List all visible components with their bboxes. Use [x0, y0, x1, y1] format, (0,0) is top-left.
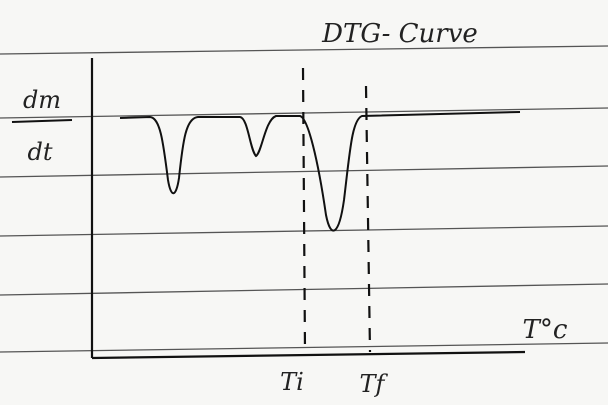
title: DTG- Curve: [321, 19, 478, 49]
ti-marker: [303, 68, 305, 352]
y-label-numerator: dm: [23, 86, 61, 114]
x-label: T°c: [523, 315, 568, 345]
fraction-bar: [12, 120, 72, 122]
tf-marker: [366, 86, 370, 352]
marker-label: Ti: [280, 368, 304, 396]
y-label-denominator: dt: [27, 138, 52, 166]
temperature-markers: [303, 68, 370, 352]
marker-label: Tf: [360, 370, 389, 398]
paper-line: [0, 46, 608, 54]
axes: [92, 58, 525, 358]
diagram: DTG- Curve dm dt T°c Ti Tf: [0, 0, 608, 405]
x-axis: [92, 352, 525, 358]
